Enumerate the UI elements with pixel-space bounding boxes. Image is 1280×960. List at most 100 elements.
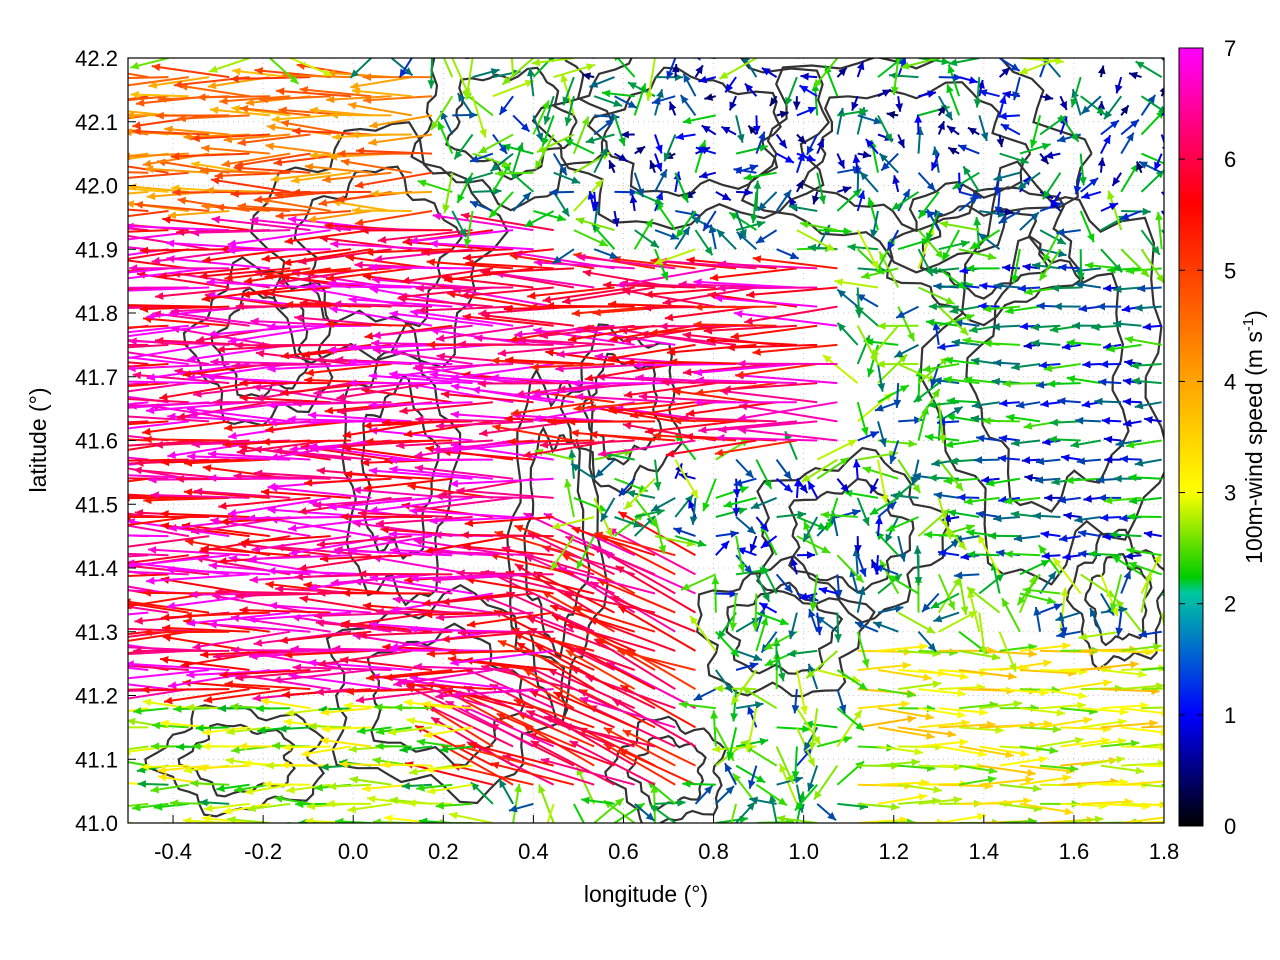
wind-vector: [481, 314, 575, 327]
wind-vector-head: [345, 687, 354, 696]
wind-vector-head: [910, 476, 919, 486]
wind-vector-head: [894, 349, 904, 358]
wind-vector-head: [65, 531, 73, 539]
wind-vector: [634, 58, 637, 59]
wind-vector-head: [706, 336, 716, 345]
wind-vector-head: [89, 585, 97, 593]
y-tick-label: 41.7: [75, 365, 118, 390]
wind-vector-head: [288, 524, 297, 532]
wind-vector-head: [996, 138, 1005, 148]
wind-vector-head: [453, 690, 462, 698]
wind-vector: [979, 799, 1032, 805]
wind-vector-head: [1059, 534, 1068, 543]
wind-vector-head: [320, 763, 329, 771]
wind-vector-head: [926, 625, 936, 634]
wind-vector-head: [526, 710, 536, 718]
wind-vector-head: [723, 500, 733, 508]
wind-vector: [1060, 780, 1119, 786]
wind-vector-head: [107, 471, 115, 479]
wind-vector: [460, 533, 554, 538]
wind-vector-head: [45, 556, 54, 564]
wind-vector-head: [463, 91, 472, 100]
wind-vector-head: [1155, 211, 1163, 221]
wind-vector-head: [779, 110, 789, 119]
wind-vector-head: [1119, 707, 1129, 716]
wind-vector-head: [878, 43, 887, 50]
wind-vector: [877, 669, 932, 680]
wind-vector-head: [175, 475, 184, 483]
wind-vector-head: [322, 68, 332, 76]
wind-vector-head: [911, 758, 920, 767]
wind-vector-head: [219, 670, 228, 679]
wind-vector-head: [1009, 662, 1017, 672]
wind-vector-head: [507, 437, 516, 446]
wind-vector: [160, 458, 250, 464]
wind-vector-head: [733, 166, 743, 175]
wind-vector-head: [298, 507, 307, 515]
wind-vector: [502, 754, 595, 786]
contour-line: [919, 160, 1164, 586]
wind-vector-head: [947, 509, 957, 517]
wind-vector-head: [65, 674, 74, 682]
wind-vector-head: [176, 228, 185, 237]
wind-vector-head: [514, 632, 524, 640]
wind-vector: [128, 630, 189, 642]
wind-vector-head: [931, 388, 940, 398]
wind-vector-head: [937, 342, 946, 351]
contour-line: [1065, 528, 1164, 671]
wind-vector-head: [252, 694, 261, 702]
wind-vector: [877, 794, 928, 805]
wind-vector-head: [445, 701, 455, 709]
wind-vector-head: [65, 274, 73, 282]
wind-vector: [1160, 612, 1164, 629]
wind-vector-head: [1002, 379, 1011, 388]
wind-vector-head: [609, 334, 618, 343]
wind-vector-head: [362, 602, 372, 610]
wind-vector-head: [857, 586, 866, 596]
wind-vector: [607, 527, 696, 576]
wind-vector-head: [328, 345, 337, 354]
wind-vector-head: [413, 537, 423, 546]
wind-vector-head: [1210, 793, 1219, 801]
wind-vector-head: [949, 457, 958, 466]
wind-vector-head: [947, 601, 955, 610]
wind-vector-head: [1042, 437, 1051, 446]
wind-vector: [303, 477, 392, 485]
wind-vector-head: [53, 219, 62, 227]
wind-vector-head: [1021, 456, 1031, 465]
wind-vector-head: [153, 802, 163, 811]
wind-vector-head: [737, 359, 746, 368]
wind-vector-head: [869, 507, 879, 515]
wind-vector-head: [52, 498, 61, 506]
wind-vector-head: [57, 100, 66, 108]
wind-vector: [227, 324, 331, 343]
wind-vector-head: [186, 618, 196, 627]
wind-vector-head: [714, 684, 723, 693]
wind-vector: [735, 363, 818, 377]
wind-vector-head: [598, 449, 607, 458]
wind-vector-head: [979, 646, 988, 656]
wind-vector-head: [556, 214, 566, 222]
wind-vector-head: [275, 585, 284, 593]
wind-vector-head: [103, 597, 112, 605]
wind-vector-head: [654, 162, 663, 172]
wind-vector-head: [843, 735, 852, 744]
wind-vector-head: [265, 142, 274, 151]
wind-vector: [664, 305, 757, 320]
wind-vector-head: [221, 159, 231, 168]
wind-vector-head: [66, 259, 75, 267]
wind-vector-head: [189, 590, 198, 599]
wind-vector: [128, 77, 129, 79]
wind-vector: [310, 58, 312, 59]
wind-vector-head: [575, 217, 585, 225]
wind-vector-head: [871, 260, 879, 270]
wind-vector: [398, 286, 494, 299]
wind-vector-head: [381, 760, 390, 769]
wind-vector-head: [511, 27, 519, 36]
wind-vector: [128, 420, 169, 426]
wind-vector-head: [509, 335, 519, 343]
wind-vector-head: [399, 68, 408, 78]
wind-vector: [693, 363, 797, 375]
wind-vector: [139, 248, 230, 252]
wind-vector-head: [749, 164, 759, 172]
